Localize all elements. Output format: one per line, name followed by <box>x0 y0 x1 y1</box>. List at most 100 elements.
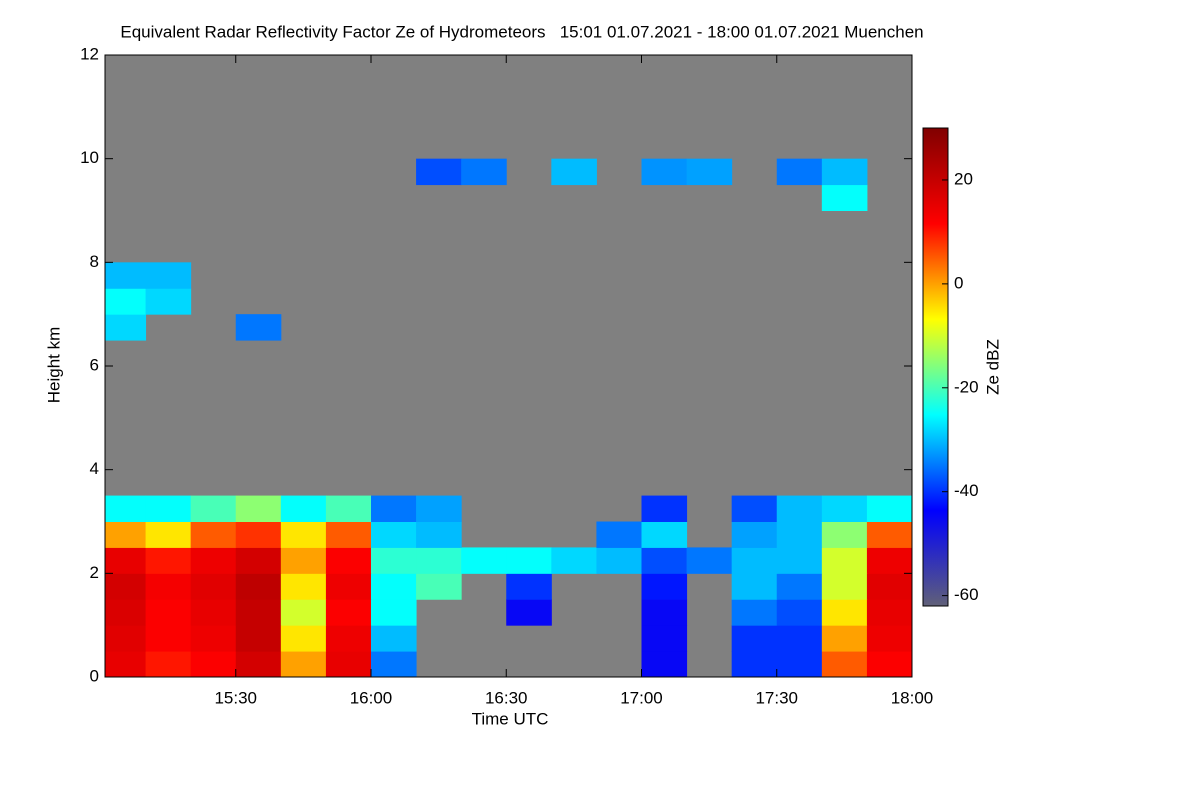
colorbar <box>922 127 949 607</box>
y-tick-label: 6 <box>90 355 99 374</box>
heatmap-cell <box>190 573 237 600</box>
heatmap-cell <box>821 651 868 678</box>
x-tick-label: 16:30 <box>485 688 528 707</box>
heatmap-cell <box>776 495 823 522</box>
heatmap-cell <box>370 521 417 548</box>
heatmap-cell <box>280 651 327 678</box>
colorbar-tick-label: 20 <box>954 169 973 188</box>
y-tick-label: 2 <box>90 563 99 582</box>
heatmap-cell <box>416 521 462 548</box>
heatmap-cell <box>596 547 642 574</box>
heatmap-cell <box>641 521 688 548</box>
heatmap-cell <box>731 521 778 548</box>
heatmap-cell <box>686 547 733 574</box>
heatmap-cell <box>641 547 688 574</box>
heatmap-cell <box>105 314 147 341</box>
heatmap-cell <box>145 262 192 289</box>
heatmap-cell <box>866 599 913 626</box>
heatmap-cell <box>776 521 823 548</box>
heatmap-cell <box>821 521 868 548</box>
heatmap-cell <box>506 573 552 600</box>
heatmap-cell <box>776 158 823 186</box>
y-tick-label: 10 <box>80 148 99 167</box>
x-tick-label: 17:30 <box>755 688 798 707</box>
heatmap-cell <box>866 521 913 548</box>
heatmap-cell <box>866 495 913 522</box>
heatmap-cell <box>145 288 192 315</box>
heatmap-cell <box>821 184 868 211</box>
heatmap-cell <box>866 547 913 574</box>
heatmap-cell <box>105 495 147 522</box>
heatmap-cell <box>776 651 823 678</box>
colorbar-tick-label: 0 <box>954 273 963 292</box>
heatmap-cell <box>190 625 237 652</box>
heatmap-cell <box>325 625 372 652</box>
y-tick-label: 8 <box>90 252 99 271</box>
x-tick-label: 16:00 <box>350 688 393 707</box>
heatmap-cell <box>235 651 282 678</box>
heatmap-cell <box>776 573 823 600</box>
x-tick-label: 17:00 <box>620 688 663 707</box>
heatmap-cell <box>596 521 642 548</box>
heatmap-cell <box>641 625 688 652</box>
heatmap-cell <box>731 599 778 626</box>
heatmap-cell <box>506 547 552 574</box>
heatmap-cell <box>235 521 282 548</box>
heatmap-cell <box>370 547 417 574</box>
heatmap-cell <box>235 599 282 626</box>
heatmap-cell <box>235 573 282 600</box>
heatmap-cell <box>416 158 462 186</box>
heatmap-cell <box>731 625 778 652</box>
chart-title: Equivalent Radar Reflectivity Factor Ze … <box>120 22 923 41</box>
heatmap-cell <box>370 495 417 522</box>
heatmap-cell <box>190 651 237 678</box>
heatmap-cell <box>821 547 868 574</box>
heatmap-cell <box>416 573 462 600</box>
heatmap-cell <box>190 521 237 548</box>
y-tick-label: 12 <box>80 44 99 63</box>
heatmap-cell <box>105 288 147 315</box>
heatmap-cell <box>821 573 868 600</box>
heatmap-cell <box>145 599 192 626</box>
colorbar-label: Ze dBZ <box>983 339 1002 395</box>
heatmap-cell <box>641 573 688 600</box>
heatmap-cell <box>641 158 688 186</box>
heatmap-cell <box>416 547 462 574</box>
heatmap-cell <box>641 651 688 678</box>
heatmap-cell <box>280 573 327 600</box>
heatmap-cell <box>731 547 778 574</box>
heatmap-cell <box>370 625 417 652</box>
heatmap-cell <box>641 599 688 626</box>
heatmap-cell <box>641 495 688 522</box>
heatmap-cell <box>686 158 733 186</box>
heatmap-cell <box>235 625 282 652</box>
heatmap-cell <box>145 573 192 600</box>
heatmap-cell <box>731 573 778 600</box>
heatmap-cell <box>866 625 913 652</box>
heatmap-cell <box>325 547 372 574</box>
heatmap-cell <box>776 625 823 652</box>
heatmap-cell <box>235 314 282 341</box>
heatmap-cell <box>280 521 327 548</box>
heatmap-cell <box>325 521 372 548</box>
heatmap-cell <box>325 599 372 626</box>
colorbar-tick-label: -60 <box>954 585 979 604</box>
x-axis-label: Time UTC <box>472 709 549 728</box>
heatmap-cell <box>105 625 147 652</box>
x-tick-label: 18:00 <box>891 688 934 707</box>
heatmap-cell <box>280 625 327 652</box>
heatmap-cell <box>145 625 192 652</box>
heatmap-cell <box>506 599 552 626</box>
heatmap-cell <box>866 573 913 600</box>
heatmap-cell <box>551 547 597 574</box>
colorbar-tick-label: -40 <box>954 481 979 500</box>
heatmap-cell <box>105 573 147 600</box>
heatmap-cell <box>776 599 823 626</box>
heatmap-cell <box>731 495 778 522</box>
heatmap-cell <box>325 651 372 678</box>
heatmap-cell <box>325 573 372 600</box>
heatmap-cell <box>145 651 192 678</box>
heatmap-cell <box>235 547 282 574</box>
